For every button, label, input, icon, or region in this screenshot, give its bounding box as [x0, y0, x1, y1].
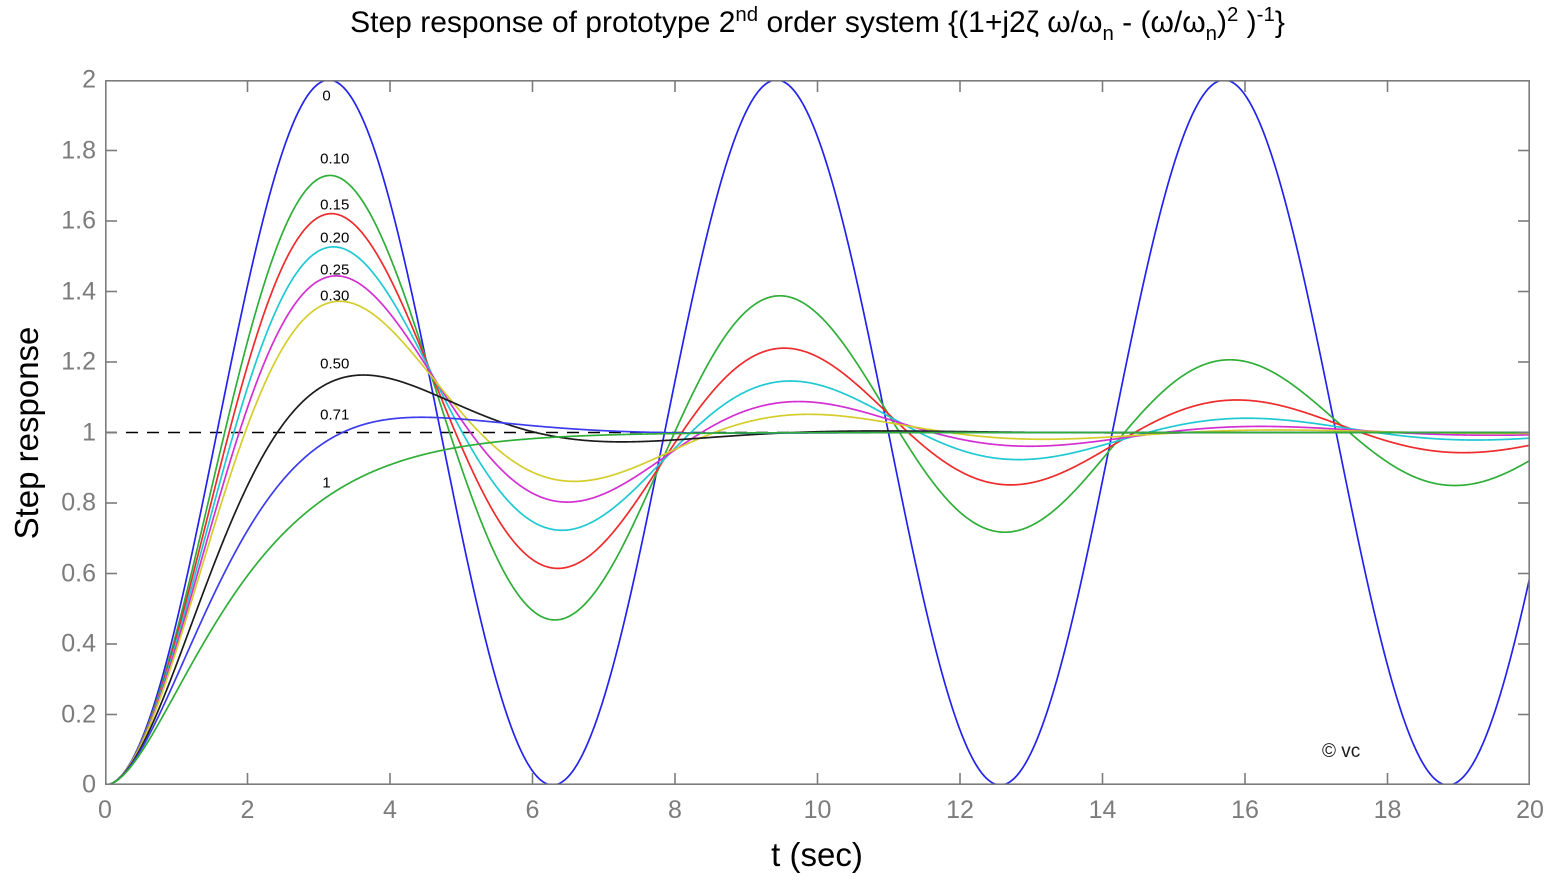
- x-tick-label: 10: [803, 796, 832, 824]
- title-segment: n: [1205, 22, 1217, 45]
- x-axis-label: t (sec): [771, 836, 863, 873]
- x-tick-label: 4: [383, 796, 397, 824]
- copyright-watermark: © vc: [1321, 740, 1361, 762]
- title-segment: }: [1274, 6, 1285, 39]
- series-curve-zeta-0.50: [105, 374, 1530, 785]
- title-segment: - (ω/ω: [1113, 6, 1206, 39]
- title-segment: ): [1238, 6, 1257, 39]
- curve-label-zeta-0: 0: [322, 87, 331, 105]
- curve-label-zeta-0.50: 0.50: [320, 355, 350, 373]
- y-tick-label: 0.6: [61, 559, 96, 587]
- series-curve-zeta-0.20: [105, 246, 1530, 785]
- title-segment: 2: [1227, 3, 1239, 26]
- y-tick-label: 0: [82, 770, 96, 799]
- curve-label-zeta-0.20: 0.20: [320, 229, 350, 247]
- series-curve-zeta-0.30: [105, 300, 1530, 785]
- series-curve-zeta-0.71: [105, 416, 1530, 785]
- x-tick-label: 6: [525, 796, 540, 824]
- curve-label-zeta-0.10: 0.10: [320, 150, 350, 168]
- x-tick-label: 8: [668, 796, 682, 824]
- y-tick-label: 0.2: [61, 700, 96, 728]
- y-tick-label: 2: [82, 65, 96, 94]
- x-tick-label: 14: [1088, 796, 1117, 824]
- series-curve-zeta-0.15: [105, 212, 1530, 785]
- curve-label-zeta-0.25: 0.25: [320, 261, 350, 279]
- series-curve-zeta-0: [105, 80, 1530, 785]
- chart-title: Step response of prototype 2nd order sys…: [105, 3, 1530, 45]
- curve-label-zeta-0.71: 0.71: [320, 406, 350, 424]
- x-tick-label: 0: [98, 796, 112, 824]
- curve-label-zeta-0.30: 0.30: [320, 287, 350, 305]
- series-curve-zeta-1: [105, 431, 1530, 785]
- y-tick-label: 1.2: [61, 347, 96, 376]
- y-tick-label: 1: [82, 418, 96, 446]
- y-tick-label: 0.8: [61, 488, 96, 517]
- title-segment: n: [1102, 22, 1114, 45]
- title-segment: -1: [1256, 3, 1275, 26]
- x-tick-label: 18: [1373, 796, 1402, 824]
- curve-label-zeta-1: 1: [322, 474, 331, 492]
- plot-canvas: [105, 80, 1530, 785]
- x-tick-label: 12: [946, 796, 974, 824]
- x-tick-label: 16: [1231, 796, 1259, 824]
- y-tick-label: 1.8: [61, 136, 96, 164]
- curve-label-zeta-0.15: 0.15: [320, 196, 350, 214]
- x-tick-label: 2: [240, 796, 255, 824]
- plot-area: © vc: [105, 80, 1530, 785]
- y-axis-label: Step response: [8, 326, 45, 540]
- y-tick-label: 1.4: [61, 277, 96, 305]
- title-segment: ): [1217, 6, 1227, 39]
- title-segment: nd: [735, 3, 759, 26]
- series-curve-zeta-0.25: [105, 275, 1530, 785]
- series-curve-zeta-0.10: [105, 174, 1530, 785]
- title-segment: Step response of prototype 2: [350, 6, 736, 39]
- x-tick-label: 20: [1516, 796, 1544, 824]
- title-segment: order system {(1+j2ζ ω/ω: [758, 6, 1103, 39]
- y-tick-label: 0.4: [61, 629, 96, 658]
- y-tick-label: 1.6: [61, 206, 96, 235]
